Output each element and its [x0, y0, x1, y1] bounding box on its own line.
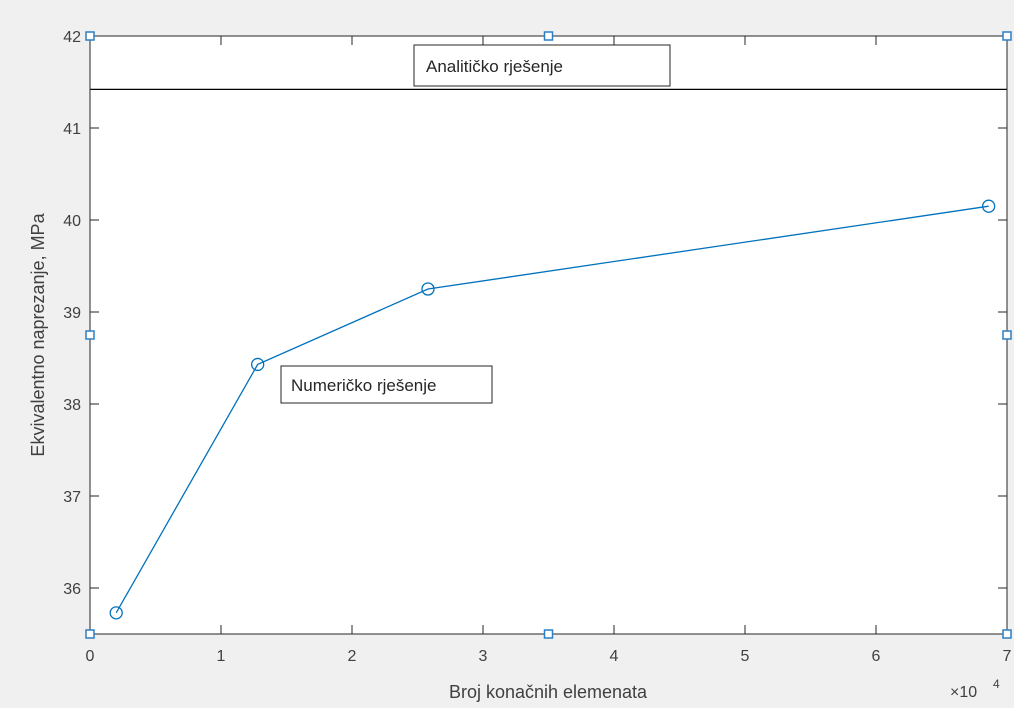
- selection-handles[interactable]: [85, 31, 1012, 639]
- data-point-marker[interactable]: [109, 606, 123, 620]
- annotation-numerical-box: [280, 365, 493, 404]
- x-tick-label: 2: [348, 648, 357, 665]
- annotation-numerical[interactable]: Numeričko rješenje: [280, 365, 493, 404]
- y-tick-label: 39: [63, 305, 81, 322]
- x-tick-label: 7: [1003, 648, 1012, 665]
- y-axis-label: Ekvivalentno naprezanje, MPa: [28, 212, 48, 456]
- y-tick-label: 38: [63, 397, 81, 414]
- x-tick-label: 0: [86, 648, 95, 665]
- series-layer: [90, 88, 1007, 620]
- resize-handle[interactable]: [85, 629, 95, 639]
- x-exponent: ×10 4: [950, 677, 1000, 701]
- x-tick-label: 1: [217, 648, 226, 665]
- y-axis-ticks: 36 37 38 39 40 41 42: [63, 29, 1007, 598]
- data-point-marker[interactable]: [251, 357, 265, 372]
- x-tick-label: 6: [872, 648, 881, 665]
- resize-handle[interactable]: [1002, 31, 1012, 41]
- resize-handle[interactable]: [543, 31, 554, 41]
- x-axis-ticks: 0 1 2 3 4 5 6 7: [86, 36, 1012, 665]
- resize-handle[interactable]: [1002, 629, 1012, 639]
- annotation-analytical[interactable]: Analitičko rješenje: [413, 44, 671, 87]
- series-line-numerical[interactable]: [115, 205, 989, 614]
- x-axis-label: Broj konačnih elemenata: [449, 682, 648, 702]
- annotation-analytical-text: Analitičko rješenje: [426, 57, 563, 76]
- x-tick-label: 5: [741, 648, 750, 665]
- resize-handle[interactable]: [85, 31, 95, 41]
- x-exponent-base: ×10: [950, 684, 977, 701]
- y-tick-label: 41: [63, 121, 81, 138]
- data-point-marker[interactable]: [982, 199, 996, 213]
- x-exponent-power: 4: [993, 677, 1000, 691]
- y-tick-label: 37: [63, 489, 81, 506]
- x-tick-label: 4: [610, 648, 619, 665]
- x-tick-label: 3: [479, 648, 488, 665]
- resize-handle[interactable]: [1002, 330, 1012, 340]
- resize-handle[interactable]: [85, 330, 95, 340]
- resize-handle[interactable]: [543, 629, 554, 639]
- y-tick-label: 40: [63, 213, 81, 230]
- data-point-marker[interactable]: [421, 282, 435, 296]
- plot-area: [90, 36, 1007, 634]
- y-tick-label: 36: [63, 581, 81, 598]
- y-tick-label: 42: [63, 29, 81, 46]
- annotation-analytical-box: [413, 44, 671, 87]
- annotation-numerical-text: Numeričko rješenje: [291, 376, 437, 395]
